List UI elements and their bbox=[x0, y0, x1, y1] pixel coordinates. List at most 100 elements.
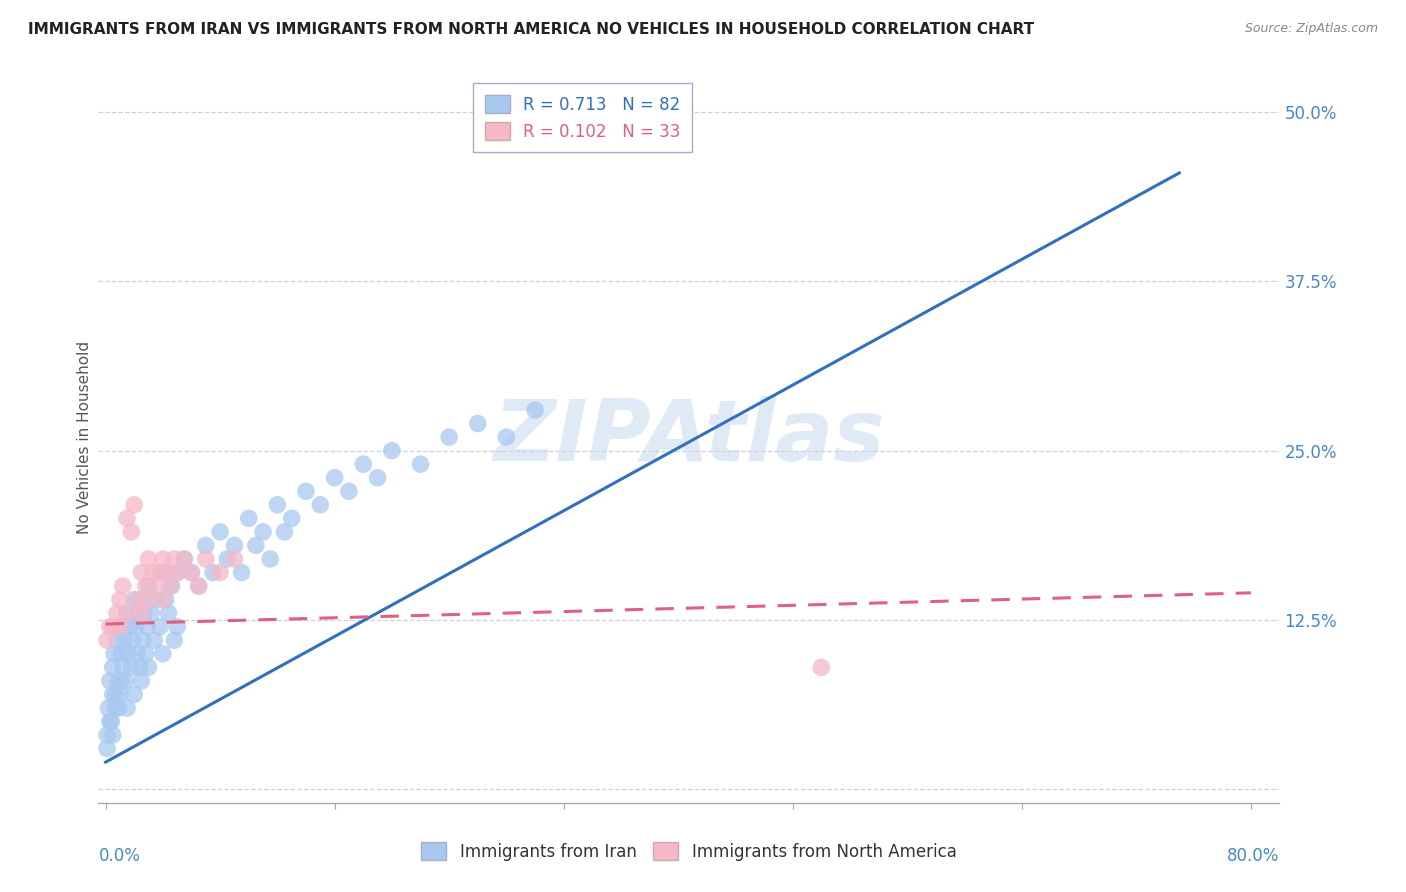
Point bbox=[152, 552, 174, 566]
Point bbox=[96, 728, 118, 742]
Point bbox=[467, 417, 489, 431]
Point bbox=[101, 660, 124, 674]
Point bbox=[118, 620, 141, 634]
Point bbox=[120, 524, 142, 539]
Point bbox=[145, 579, 167, 593]
Point bbox=[187, 579, 209, 593]
Point bbox=[131, 606, 153, 620]
Point bbox=[107, 673, 129, 688]
Point bbox=[180, 566, 202, 580]
Point bbox=[121, 633, 143, 648]
Point bbox=[103, 647, 125, 661]
Point bbox=[101, 620, 124, 634]
Point bbox=[125, 592, 148, 607]
Point bbox=[194, 538, 217, 552]
Point bbox=[131, 673, 153, 688]
Point bbox=[104, 688, 127, 702]
Point bbox=[437, 430, 460, 444]
Point bbox=[98, 714, 121, 729]
Point bbox=[266, 498, 288, 512]
Point bbox=[149, 566, 172, 580]
Point bbox=[128, 606, 150, 620]
Point bbox=[111, 660, 134, 674]
Point bbox=[381, 443, 404, 458]
Point bbox=[367, 471, 389, 485]
Point bbox=[104, 701, 127, 715]
Point bbox=[124, 620, 146, 634]
Point bbox=[352, 457, 374, 471]
Point bbox=[138, 660, 160, 674]
Point bbox=[810, 660, 832, 674]
Point bbox=[138, 552, 160, 566]
Point bbox=[155, 592, 177, 607]
Text: IMMIGRANTS FROM IRAN VS IMMIGRANTS FROM NORTH AMERICA NO VEHICLES IN HOUSEHOLD C: IMMIGRANTS FROM IRAN VS IMMIGRANTS FROM … bbox=[28, 22, 1035, 37]
Text: 0.0%: 0.0% bbox=[98, 847, 141, 864]
Point bbox=[138, 592, 160, 607]
Point bbox=[107, 701, 129, 715]
Point bbox=[149, 620, 172, 634]
Point bbox=[98, 673, 121, 688]
Point bbox=[117, 647, 139, 661]
Point bbox=[224, 552, 246, 566]
Point bbox=[173, 552, 195, 566]
Point bbox=[105, 633, 128, 648]
Point bbox=[166, 566, 188, 580]
Text: ZIPAtlas: ZIPAtlas bbox=[494, 395, 884, 479]
Point bbox=[142, 566, 165, 580]
Point bbox=[97, 701, 120, 715]
Point bbox=[114, 673, 136, 688]
Point bbox=[152, 566, 174, 580]
Point bbox=[152, 647, 174, 661]
Point bbox=[180, 566, 202, 580]
Point bbox=[409, 457, 432, 471]
Point bbox=[152, 592, 174, 607]
Point bbox=[108, 620, 131, 634]
Point bbox=[122, 688, 145, 702]
Point bbox=[136, 620, 159, 634]
Point bbox=[115, 511, 138, 525]
Point bbox=[163, 633, 186, 648]
Point bbox=[105, 606, 128, 620]
Point bbox=[280, 511, 302, 525]
Point bbox=[309, 498, 332, 512]
Point bbox=[163, 552, 186, 566]
Text: 80.0%: 80.0% bbox=[1227, 847, 1279, 864]
Point bbox=[160, 579, 183, 593]
Point bbox=[138, 579, 160, 593]
Point bbox=[295, 484, 318, 499]
Point bbox=[96, 741, 118, 756]
Point bbox=[135, 579, 157, 593]
Point bbox=[108, 688, 131, 702]
Point bbox=[245, 538, 267, 552]
Point bbox=[524, 403, 547, 417]
Point bbox=[108, 592, 131, 607]
Point bbox=[122, 498, 145, 512]
Point bbox=[101, 688, 124, 702]
Legend: Immigrants from Iran, Immigrants from North America: Immigrants from Iran, Immigrants from No… bbox=[415, 836, 963, 868]
Point bbox=[231, 566, 253, 580]
Point bbox=[110, 673, 132, 688]
Point bbox=[129, 660, 152, 674]
Point bbox=[187, 579, 209, 593]
Point bbox=[101, 728, 124, 742]
Point bbox=[259, 552, 281, 566]
Point bbox=[209, 566, 232, 580]
Point bbox=[134, 606, 156, 620]
Y-axis label: No Vehicles in Household: No Vehicles in Household bbox=[77, 341, 91, 533]
Point bbox=[141, 606, 163, 620]
Point bbox=[111, 579, 134, 593]
Point bbox=[173, 552, 195, 566]
Point bbox=[115, 701, 138, 715]
Point bbox=[337, 484, 360, 499]
Point bbox=[495, 430, 517, 444]
Point bbox=[194, 552, 217, 566]
Point bbox=[201, 566, 224, 580]
Point bbox=[166, 566, 188, 580]
Point bbox=[273, 524, 295, 539]
Point bbox=[157, 606, 180, 620]
Point bbox=[108, 620, 131, 634]
Point bbox=[132, 633, 155, 648]
Text: Source: ZipAtlas.com: Source: ZipAtlas.com bbox=[1244, 22, 1378, 36]
Point bbox=[252, 524, 274, 539]
Point bbox=[115, 606, 138, 620]
